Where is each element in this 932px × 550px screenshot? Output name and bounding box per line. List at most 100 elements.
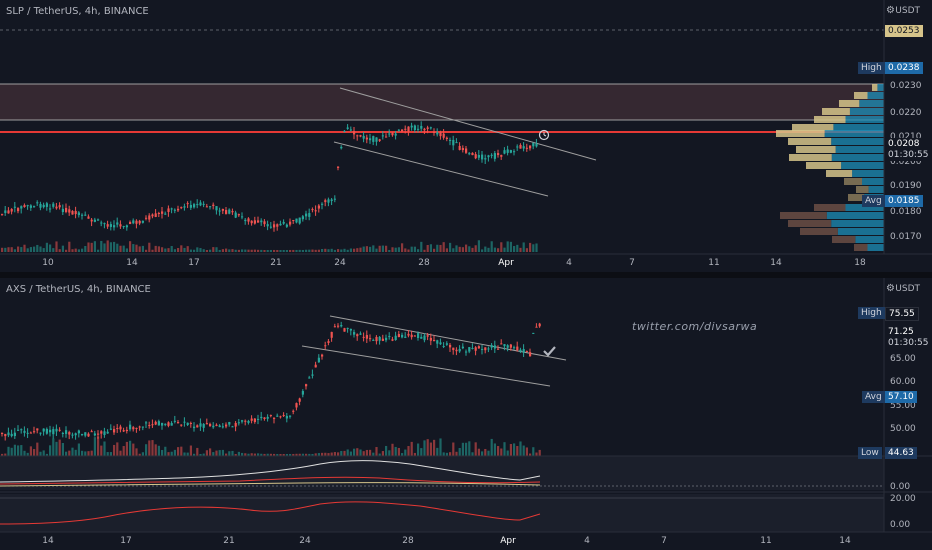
slp-chart-canvas[interactable] <box>0 0 932 272</box>
volume-bar <box>449 452 452 456</box>
candle-body <box>324 200 327 203</box>
volume-bar <box>273 453 276 456</box>
candle-body <box>535 143 538 147</box>
candle-body <box>202 423 205 428</box>
volume-bar <box>247 249 250 252</box>
candle-body <box>449 344 452 348</box>
alarm-clock-icon[interactable] <box>538 129 550 141</box>
volume-bar <box>282 250 285 252</box>
candle-body <box>292 410 295 412</box>
volume-bar <box>516 446 519 456</box>
volume-bar <box>244 453 247 456</box>
candle-body <box>458 145 461 150</box>
volume-bar <box>433 439 436 456</box>
candle-body <box>13 432 16 437</box>
candle-body <box>189 422 192 424</box>
axs-symbol-legend[interactable]: AXS / TetherUS, 4h, BINANCE <box>6 284 151 295</box>
volume-bar <box>215 247 218 252</box>
settings-gear-icon[interactable]: ⚙ <box>886 5 895 16</box>
candle-body <box>353 332 356 335</box>
volume-bar <box>58 249 61 252</box>
volume-bar <box>218 450 221 456</box>
candle-body <box>177 422 180 424</box>
candle-body <box>119 224 122 227</box>
candle-body <box>317 205 320 209</box>
volume-bar <box>497 248 500 252</box>
volume-bar <box>154 245 157 252</box>
candle-body <box>378 139 381 141</box>
candle-body <box>273 224 276 228</box>
slp-symbol-legend[interactable]: SLP / TetherUS, 4h, BINANCE <box>6 6 149 17</box>
candle-body <box>279 416 282 418</box>
volume-bar <box>138 453 141 456</box>
candle-body <box>362 336 365 338</box>
candle-body <box>241 420 244 422</box>
settings-gear-icon[interactable]: ⚙ <box>886 283 895 294</box>
volume-bar <box>154 444 157 456</box>
candle-body <box>292 219 295 221</box>
candle-body <box>55 206 58 209</box>
volume-bar <box>372 245 375 252</box>
axs-chart-canvas[interactable] <box>0 278 932 550</box>
volume-bar <box>100 240 103 252</box>
candle-body <box>452 347 455 351</box>
volume-bar <box>218 249 221 252</box>
volume-bar <box>481 249 484 252</box>
volume-bar <box>308 249 311 252</box>
candle-body <box>321 354 324 357</box>
volume-bar <box>61 245 64 252</box>
volume-bar <box>474 245 477 252</box>
volume-bar <box>381 451 384 456</box>
slp-y-tick: 0.0210 <box>890 132 922 142</box>
volume-bar <box>404 449 407 456</box>
slp-unit-label: USDT <box>895 6 920 16</box>
slp-chart-pane[interactable]: SLP / TetherUS, 4h, BINANCE USDT ⚙ 0.023… <box>0 0 932 272</box>
volume-bar <box>394 247 397 252</box>
volume-bar <box>407 446 410 456</box>
volume-bar <box>257 249 260 252</box>
candle-body <box>365 335 368 339</box>
volume-bar <box>196 447 199 456</box>
volume-bar <box>346 449 349 456</box>
volume-bar <box>180 446 183 456</box>
volume-bar <box>471 452 474 456</box>
supply-zone <box>0 84 884 120</box>
volume-bar <box>145 249 148 252</box>
volume-bar <box>449 242 452 252</box>
volume-bar <box>77 443 80 456</box>
volume-bar <box>452 248 455 252</box>
candle-body <box>157 212 160 214</box>
volume-bar <box>253 249 256 252</box>
candle-body <box>330 199 333 201</box>
volume-profile-sell <box>776 130 825 137</box>
candle-body <box>269 226 272 228</box>
volume-bar <box>455 451 458 456</box>
volume-bar <box>397 447 400 456</box>
volume-bar <box>519 247 522 252</box>
candle-body <box>145 422 148 424</box>
candle-body <box>413 335 416 337</box>
candle-body <box>23 430 26 433</box>
candle-body <box>305 384 308 387</box>
axs-chart-pane[interactable]: AXS / TetherUS, 4h, BINANCE USDT ⚙ twitt… <box>0 278 932 550</box>
pane-separator[interactable] <box>0 272 932 278</box>
volume-bar <box>481 451 484 456</box>
volume-bar <box>36 442 39 456</box>
candle-body <box>381 135 384 137</box>
candle-body <box>141 426 144 428</box>
candle-body <box>250 418 253 421</box>
oscillator-2-pane[interactable] <box>0 494 884 532</box>
price-alert-badge[interactable]: 0.0253 <box>885 25 923 37</box>
candle-body <box>410 334 413 338</box>
candle-body <box>215 424 218 426</box>
candle-body <box>45 203 48 207</box>
candle-body <box>401 129 404 132</box>
volume-bar <box>257 453 260 456</box>
candle-body <box>471 152 474 156</box>
candle-body <box>106 224 109 227</box>
volume-bar <box>237 451 240 456</box>
candle-body <box>196 204 199 206</box>
candle-body <box>487 155 490 158</box>
candle-body <box>506 345 509 348</box>
candle-body <box>129 424 132 430</box>
